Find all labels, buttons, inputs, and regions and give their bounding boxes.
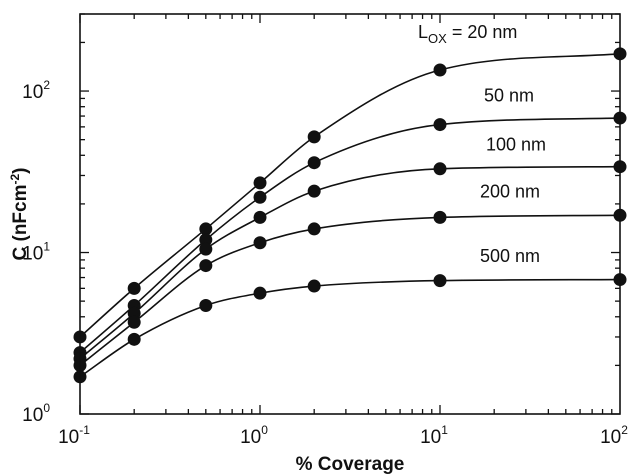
plot-frame (79, 13, 621, 415)
data-point (253, 286, 267, 300)
series-label: 500 nm (480, 246, 540, 266)
data-points (73, 47, 627, 384)
data-point (199, 298, 213, 312)
data-point (253, 176, 267, 190)
data-point (307, 279, 321, 293)
x-axis-title: % Coverage (296, 454, 405, 475)
data-point (199, 222, 213, 236)
series-line (79, 214, 621, 367)
data-point (199, 259, 213, 273)
y-tick-label: 101 (22, 240, 50, 265)
series-label: 200 nm (480, 181, 540, 201)
data-point (307, 184, 321, 198)
data-point (253, 190, 267, 204)
data-point (253, 210, 267, 224)
y-tick-label: 102 (22, 78, 50, 103)
x-tick-label: 100 (240, 423, 268, 448)
data-point (307, 222, 321, 236)
tick-labels: 10-1 100 101 102 100 101 102 (22, 78, 628, 448)
series-labels: LOX = 20 nm 50 nm 100 nm 200 nm 500 nm (418, 22, 546, 266)
x-tick-label: 101 (420, 423, 448, 448)
data-point (433, 274, 447, 288)
data-point (307, 130, 321, 144)
data-point (433, 63, 447, 77)
data-point (433, 118, 447, 132)
data-point (199, 233, 213, 247)
axis-ticks (79, 13, 620, 415)
data-point (253, 236, 267, 250)
x-tick-label: 102 (600, 423, 628, 448)
series-label: 50 nm (484, 85, 534, 105)
data-point (199, 242, 213, 256)
data-point (127, 332, 141, 346)
data-point (433, 162, 447, 176)
data-point (433, 210, 447, 224)
y-tick-label: 100 (22, 401, 50, 426)
series-label: LOX = 20 nm (418, 22, 517, 46)
x-tick-label: 10-1 (58, 423, 90, 448)
data-point (127, 281, 141, 295)
data-point (307, 156, 321, 170)
y-axis-title: C (nFcm-2) (8, 168, 31, 261)
series-curves (79, 53, 621, 378)
series-label: 100 nm (486, 135, 546, 155)
series-line (79, 278, 621, 378)
data-point (127, 306, 141, 320)
data-point (127, 315, 141, 329)
